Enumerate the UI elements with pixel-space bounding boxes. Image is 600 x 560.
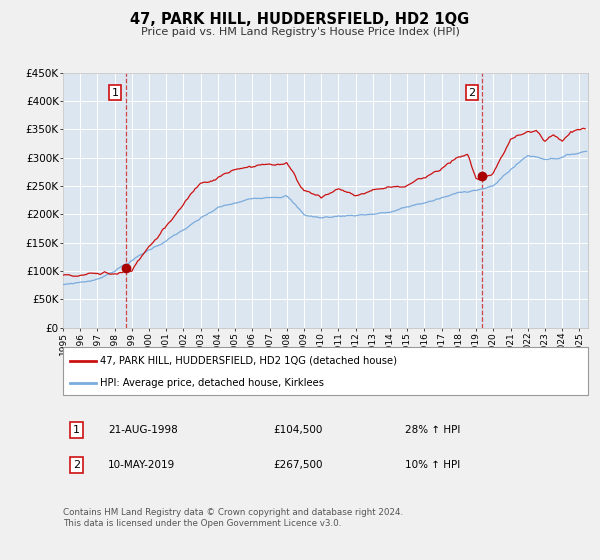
Text: Price paid vs. HM Land Registry's House Price Index (HPI): Price paid vs. HM Land Registry's House … <box>140 27 460 38</box>
Text: 28% ↑ HPI: 28% ↑ HPI <box>405 425 460 435</box>
Text: 47, PARK HILL, HUDDERSFIELD, HD2 1QG (detached house): 47, PARK HILL, HUDDERSFIELD, HD2 1QG (de… <box>100 356 397 366</box>
Text: 1: 1 <box>112 87 119 97</box>
Text: 47, PARK HILL, HUDDERSFIELD, HD2 1QG: 47, PARK HILL, HUDDERSFIELD, HD2 1QG <box>130 12 470 27</box>
Text: Contains HM Land Registry data © Crown copyright and database right 2024.
This d: Contains HM Land Registry data © Crown c… <box>63 508 403 528</box>
Text: 2: 2 <box>469 87 476 97</box>
Text: 10-MAY-2019: 10-MAY-2019 <box>108 460 175 470</box>
Text: 21-AUG-1998: 21-AUG-1998 <box>108 425 178 435</box>
Text: 1: 1 <box>73 425 80 435</box>
Text: 2: 2 <box>73 460 80 470</box>
Text: 10% ↑ HPI: 10% ↑ HPI <box>405 460 460 470</box>
Text: HPI: Average price, detached house, Kirklees: HPI: Average price, detached house, Kirk… <box>100 378 324 388</box>
Text: £267,500: £267,500 <box>273 460 323 470</box>
Text: £104,500: £104,500 <box>273 425 322 435</box>
